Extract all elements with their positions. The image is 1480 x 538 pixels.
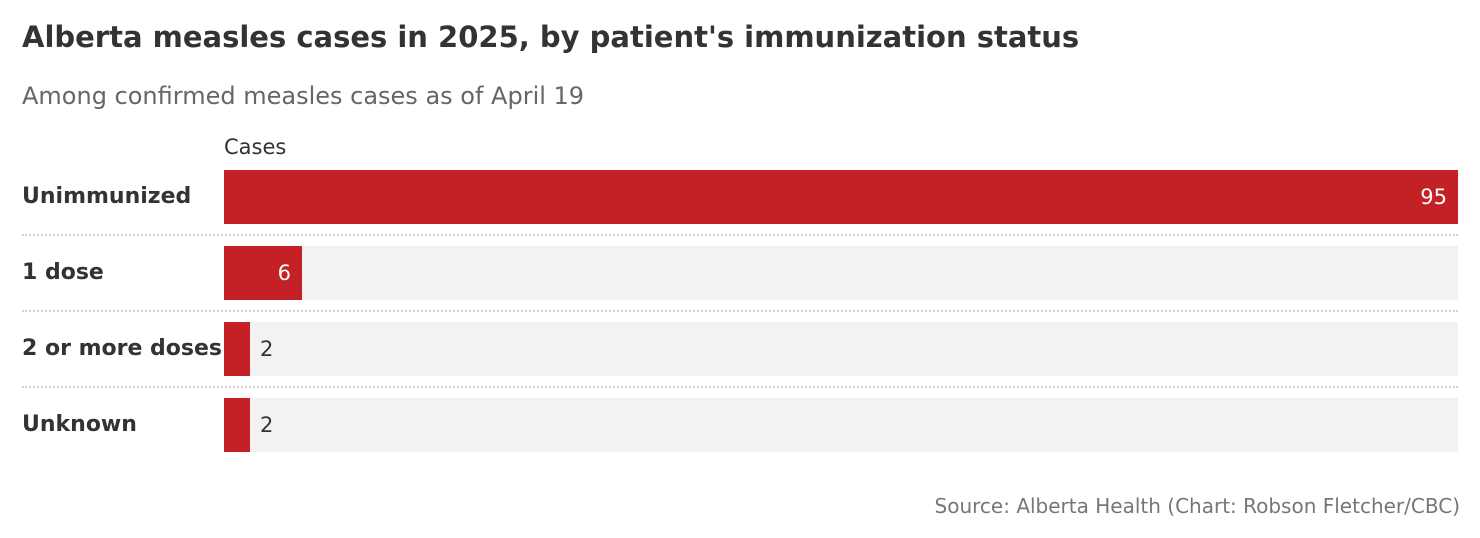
bar-track-unknown: 2 bbox=[224, 398, 1458, 452]
category-label-1-dose: 1 dose bbox=[22, 260, 104, 285]
bar-unknown bbox=[224, 398, 250, 452]
bar-track-1-dose: 6 bbox=[224, 246, 1458, 300]
chart-title: Alberta measles cases in 2025, by patien… bbox=[22, 20, 1080, 54]
column-header-cases: Cases bbox=[224, 135, 287, 159]
category-label-unimmunized: Unimmunized bbox=[22, 184, 192, 209]
value-label-unimmunized: 95 bbox=[1420, 185, 1447, 209]
chart-subtitle: Among confirmed measles cases as of Apri… bbox=[22, 82, 585, 110]
bar-2-or-more-doses bbox=[224, 322, 250, 376]
bar-unimmunized bbox=[224, 170, 1458, 224]
row-divider bbox=[22, 310, 1458, 312]
category-label-2-or-more-doses: 2 or more doses bbox=[22, 336, 223, 361]
category-label-unknown: Unknown bbox=[22, 412, 137, 437]
bar-track-2-or-more-doses: 2 bbox=[224, 322, 1458, 376]
value-label-1-dose: 6 bbox=[277, 261, 291, 285]
source-note: Source: Alberta Health (Chart: Robson Fl… bbox=[934, 494, 1460, 518]
bar-1-dose bbox=[224, 246, 302, 300]
value-label-unknown: 2 bbox=[260, 413, 274, 437]
bar-track-unimmunized: 95 bbox=[224, 170, 1458, 224]
row-divider bbox=[22, 234, 1458, 236]
value-label-2-or-more-doses: 2 bbox=[260, 337, 274, 361]
row-divider bbox=[22, 386, 1458, 388]
